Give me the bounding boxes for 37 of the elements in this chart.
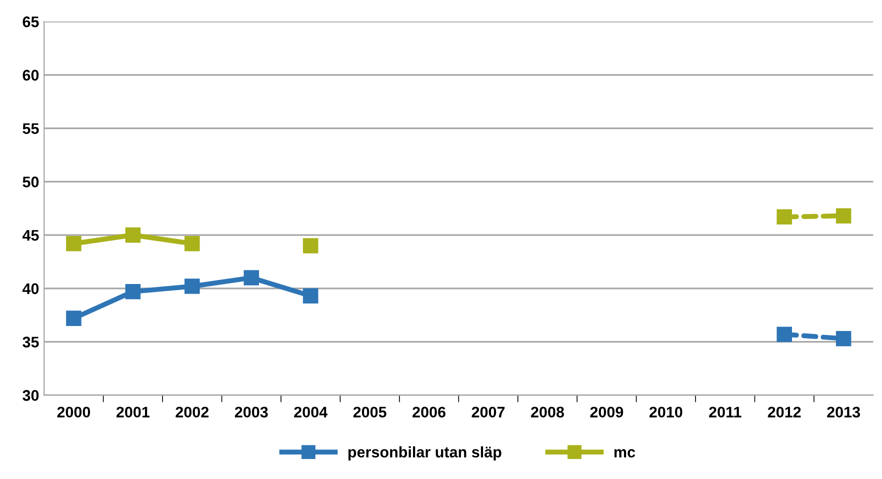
y-tick-label: 60 <box>22 70 39 81</box>
point <box>66 236 82 252</box>
x-tick-label: 2010 <box>649 406 682 418</box>
point <box>836 330 852 346</box>
y-tick-label: 55 <box>22 123 39 134</box>
point <box>184 278 200 294</box>
point <box>302 238 318 254</box>
y-tick-label: 45 <box>22 230 39 241</box>
x-tick-label: 2012 <box>768 406 801 418</box>
x-tick-label: 2002 <box>176 406 209 418</box>
point <box>776 209 792 225</box>
legend-label: mc <box>614 449 636 458</box>
x-tick-label: 2003 <box>234 406 268 418</box>
x-tick-label: 2013 <box>827 406 860 418</box>
x-tick-label: 2001 <box>116 406 150 418</box>
point <box>836 208 852 224</box>
x-tick-label: 2006 <box>412 406 446 418</box>
point <box>302 288 318 304</box>
x-tick-label: 2007 <box>472 406 505 418</box>
x-tick-label: 2009 <box>590 406 624 418</box>
point <box>125 284 141 300</box>
point <box>184 236 200 252</box>
y-tick-label: 30 <box>22 390 39 401</box>
point <box>244 270 260 286</box>
y-tick-label: 50 <box>22 176 39 188</box>
point <box>776 326 792 342</box>
point <box>66 310 82 326</box>
point <box>125 227 141 243</box>
y-tick-label: 35 <box>22 336 39 348</box>
x-tick-label: 2008 <box>531 406 564 418</box>
legend-label: personbilar utan släp <box>348 446 502 461</box>
x-tick-label: 2004 <box>294 406 328 418</box>
y-tick-label: 65 <box>22 16 39 28</box>
x-tick-label: 2005 <box>353 406 386 418</box>
x-tick-label: 2011 <box>709 406 742 418</box>
y-tick-label: 40 <box>22 283 39 294</box>
x-tick-label: 2000 <box>57 406 90 418</box>
